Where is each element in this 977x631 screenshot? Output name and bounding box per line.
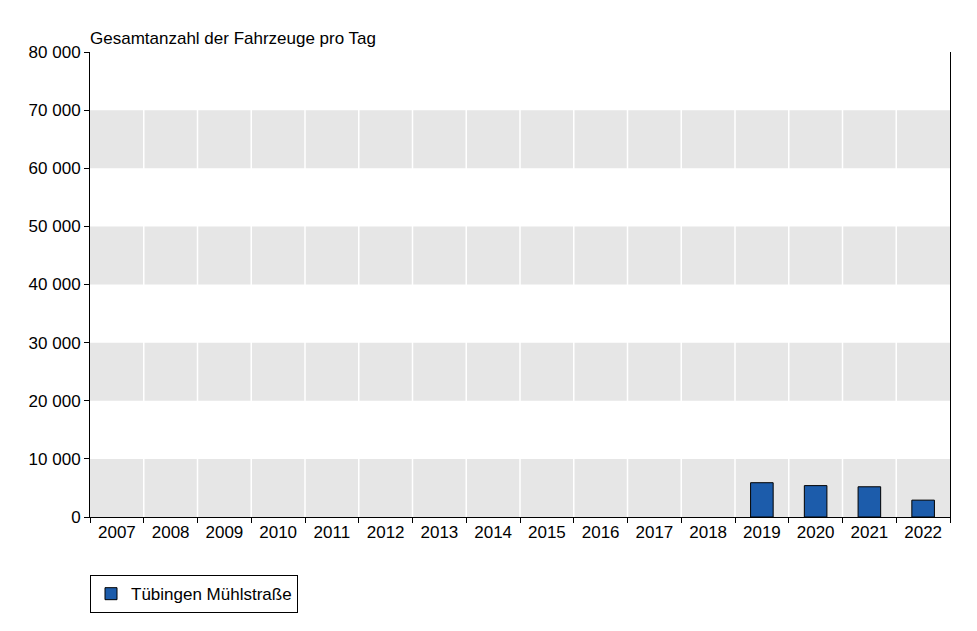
svg-text:2022: 2022 [904,523,942,542]
svg-text:50 000: 50 000 [29,217,81,236]
svg-text:2008: 2008 [152,523,190,542]
svg-text:70 000: 70 000 [29,101,81,120]
svg-text:60 000: 60 000 [29,159,81,178]
svg-text:40 000: 40 000 [29,275,81,294]
svg-text:2011: 2011 [314,523,351,542]
svg-text:2007: 2007 [98,523,136,542]
svg-text:Tübingen Mühlstraße: Tübingen Mühlstraße [131,585,292,604]
svg-text:2012: 2012 [367,523,405,542]
svg-text:2017: 2017 [635,523,673,542]
svg-text:2015: 2015 [528,523,566,542]
svg-text:0: 0 [71,508,80,527]
svg-text:2021: 2021 [850,523,888,542]
svg-text:2009: 2009 [205,523,243,542]
svg-text:2020: 2020 [797,523,835,542]
svg-text:20 000: 20 000 [29,392,81,411]
svg-text:10 000: 10 000 [29,450,81,469]
svg-text:30 000: 30 000 [29,334,81,353]
svg-text:80 000: 80 000 [29,43,81,62]
svg-text:2013: 2013 [420,523,458,542]
svg-text:2018: 2018 [689,523,727,542]
svg-text:Gesamtanzahl der Fahrzeuge pro: Gesamtanzahl der Fahrzeuge pro Tag [90,29,376,48]
svg-text:2010: 2010 [259,523,297,542]
svg-text:2014: 2014 [474,523,512,542]
svg-text:2016: 2016 [582,523,620,542]
svg-text:2019: 2019 [743,523,781,542]
